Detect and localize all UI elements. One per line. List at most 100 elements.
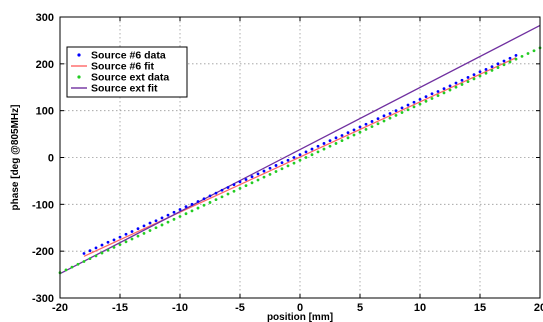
x-tick-label: -5 (235, 302, 245, 314)
data-point (316, 150, 320, 154)
data-point (190, 202, 194, 206)
data-point (214, 198, 218, 202)
x-tick-label: 20 (534, 302, 543, 314)
y-axis-label: phase [deg @805MHz] (10, 105, 21, 211)
data-point (412, 100, 416, 104)
data-point (304, 150, 308, 154)
data-point (262, 169, 266, 173)
data-point (184, 205, 188, 209)
y-tick-label: 300 (36, 12, 54, 24)
data-point (172, 210, 176, 214)
data-point (364, 122, 368, 126)
data-point (274, 170, 278, 173)
y-tick-label: -300 (32, 293, 54, 305)
data-point (460, 83, 464, 86)
data-point (142, 224, 146, 228)
data-point (196, 206, 200, 210)
data-point (250, 175, 254, 179)
data-point (286, 158, 290, 162)
data-point (472, 77, 476, 81)
data-point (334, 136, 338, 140)
data-point (496, 66, 500, 69)
data-point (520, 54, 524, 58)
x-axis-label: position [mm] (267, 312, 333, 322)
y-axis-ticks: -300 -200 -100 0 100 200 300 (32, 12, 540, 305)
data-point (466, 76, 470, 79)
data-point (130, 237, 134, 241)
data-point (226, 192, 230, 196)
data-point (358, 125, 362, 129)
x-tick-label: -10 (172, 302, 188, 314)
data-point (136, 234, 140, 238)
x-tick-label: 0 (297, 302, 303, 314)
data-point (256, 178, 260, 182)
data-point (262, 175, 266, 179)
data-point (322, 142, 326, 145)
data-point (232, 189, 236, 193)
data-point (382, 114, 386, 118)
data-point (454, 85, 458, 89)
data-point (82, 260, 86, 263)
data-point (316, 144, 320, 148)
y-tick-label: 100 (36, 106, 54, 118)
x-tick-label: 5 (357, 302, 363, 314)
data-point (388, 112, 392, 115)
data-point (376, 122, 380, 126)
data-point (442, 87, 446, 91)
data-point (472, 73, 476, 77)
data-points (58, 46, 542, 275)
y-tick-label: 200 (36, 59, 54, 71)
data-point (334, 142, 338, 145)
data-point (478, 74, 482, 78)
data-point (424, 95, 428, 99)
data-point (166, 213, 170, 217)
data-point (190, 209, 194, 213)
data-point (280, 167, 284, 171)
data-point (100, 251, 104, 255)
data-point (100, 243, 104, 247)
data-point (286, 164, 290, 168)
data-point (112, 246, 116, 249)
data-point (196, 200, 200, 203)
data-point (484, 68, 488, 71)
data-point (88, 257, 92, 261)
data-point (256, 172, 260, 176)
data-point (178, 215, 182, 218)
data-point (376, 117, 380, 121)
data-point (298, 153, 302, 157)
data-point (436, 90, 440, 93)
data-point (298, 158, 302, 162)
data-point (496, 62, 500, 66)
data-point (394, 109, 398, 113)
data-point (238, 187, 242, 190)
data-point (148, 221, 152, 225)
y-tick-label: -100 (32, 199, 54, 211)
data-point (118, 243, 122, 247)
data-point (346, 136, 350, 140)
data-point (112, 238, 116, 242)
data-point (154, 219, 158, 223)
data-point (358, 130, 362, 134)
legend-entry-label: Source ext data (91, 72, 169, 84)
data-point (148, 229, 152, 232)
data-point (82, 252, 86, 255)
data-point (328, 139, 332, 143)
data-point (514, 57, 518, 61)
data-point (400, 111, 404, 114)
data-point (478, 70, 482, 74)
data-point (328, 144, 332, 148)
data-point (118, 235, 122, 239)
data-point (160, 223, 164, 227)
legend-marker (77, 75, 81, 79)
data-point (292, 156, 296, 159)
x-tick-label: -15 (112, 302, 128, 314)
data-point (388, 116, 392, 120)
data-point (310, 147, 314, 151)
data-point (346, 131, 350, 135)
legend-marker (77, 53, 81, 57)
data-point (400, 106, 404, 110)
data-point (172, 217, 176, 221)
legend-entry-label: Source #6 data (91, 50, 166, 62)
data-point (136, 227, 140, 231)
data-point (268, 172, 272, 176)
